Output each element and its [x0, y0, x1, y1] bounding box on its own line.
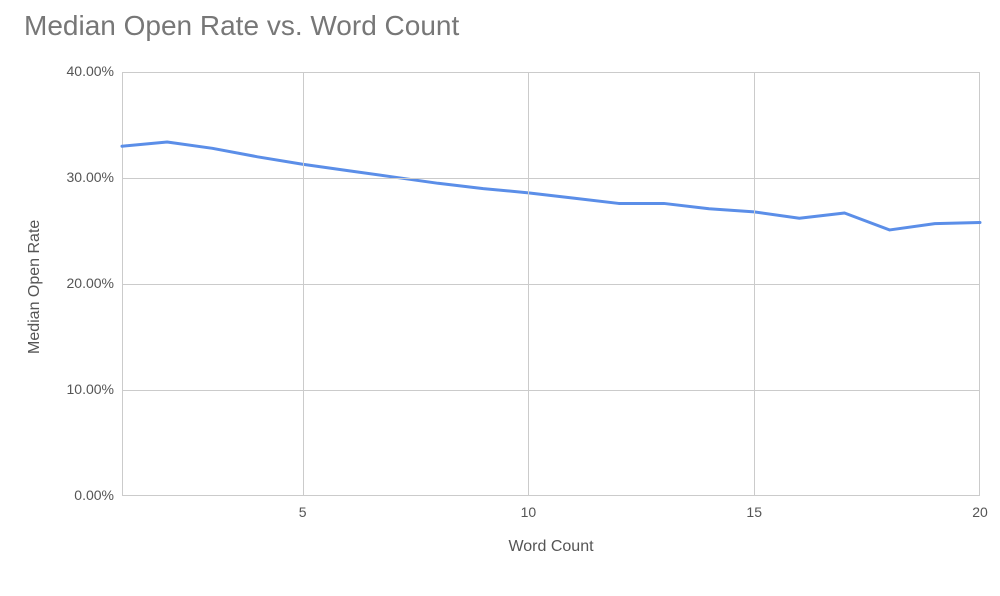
x-tick-label: 20: [972, 504, 988, 520]
chart-container: Median Open Rate vs. Word Count Median O…: [0, 0, 1000, 596]
y-tick-label: 20.00%: [48, 275, 114, 291]
series-line: [122, 142, 980, 230]
y-tick-label: 40.00%: [48, 63, 114, 79]
chart-title: Median Open Rate vs. Word Count: [24, 10, 459, 42]
x-tick-label: 10: [521, 504, 537, 520]
grid-line-vertical: [528, 72, 529, 496]
grid-line-vertical: [754, 72, 755, 496]
x-tick-label: 15: [746, 504, 762, 520]
y-tick-label: 0.00%: [48, 487, 114, 503]
grid-line-horizontal: [122, 178, 980, 179]
y-tick-label: 10.00%: [48, 381, 114, 397]
plot-area: [122, 72, 980, 496]
y-axis-title: Median Open Rate: [26, 220, 44, 354]
grid-line-horizontal: [122, 390, 980, 391]
grid-line-vertical: [303, 72, 304, 496]
x-tick-label: 5: [299, 504, 307, 520]
x-axis-title: Word Count: [122, 538, 980, 556]
grid-line-horizontal: [122, 284, 980, 285]
y-tick-label: 30.00%: [48, 169, 114, 185]
